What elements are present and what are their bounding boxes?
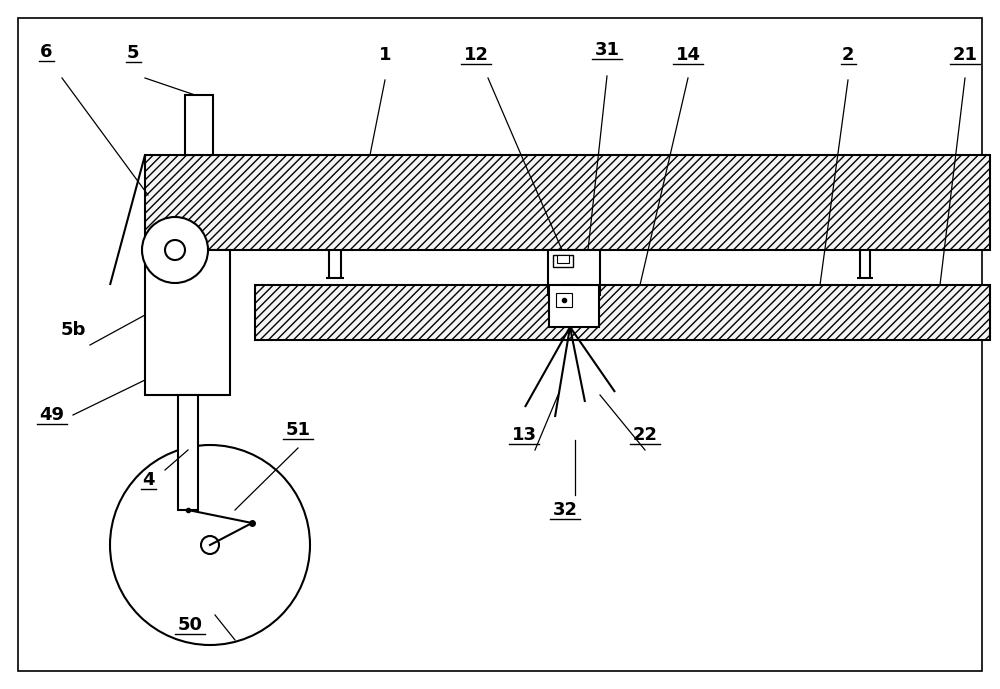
Text: 22: 22 xyxy=(633,426,658,444)
Bar xyxy=(255,285,990,340)
Text: 4: 4 xyxy=(142,471,154,489)
Text: 1: 1 xyxy=(379,46,391,64)
Text: 49: 49 xyxy=(40,406,64,424)
Text: 51: 51 xyxy=(286,421,310,439)
Bar xyxy=(145,250,230,395)
Text: 14: 14 xyxy=(676,46,700,64)
Bar xyxy=(553,255,573,267)
Bar xyxy=(548,250,600,295)
Circle shape xyxy=(201,536,219,554)
Text: 21: 21 xyxy=(952,46,978,64)
Text: 32: 32 xyxy=(552,501,578,519)
Bar xyxy=(563,285,577,295)
Bar xyxy=(549,285,599,327)
Text: 5: 5 xyxy=(127,44,139,62)
Bar xyxy=(145,155,990,250)
Circle shape xyxy=(110,445,310,645)
Bar xyxy=(557,255,569,263)
Bar xyxy=(178,395,198,510)
Text: 13: 13 xyxy=(512,426,536,444)
Text: 6: 6 xyxy=(40,43,52,61)
Text: 31: 31 xyxy=(594,41,620,59)
Text: 2: 2 xyxy=(842,46,854,64)
Bar xyxy=(556,293,572,307)
Bar xyxy=(255,285,990,340)
Bar xyxy=(185,95,213,155)
Text: 5b: 5b xyxy=(60,321,86,339)
Circle shape xyxy=(142,217,208,283)
Bar xyxy=(145,155,990,250)
Text: 12: 12 xyxy=(464,46,488,64)
Circle shape xyxy=(165,240,185,260)
Text: 50: 50 xyxy=(178,616,202,634)
